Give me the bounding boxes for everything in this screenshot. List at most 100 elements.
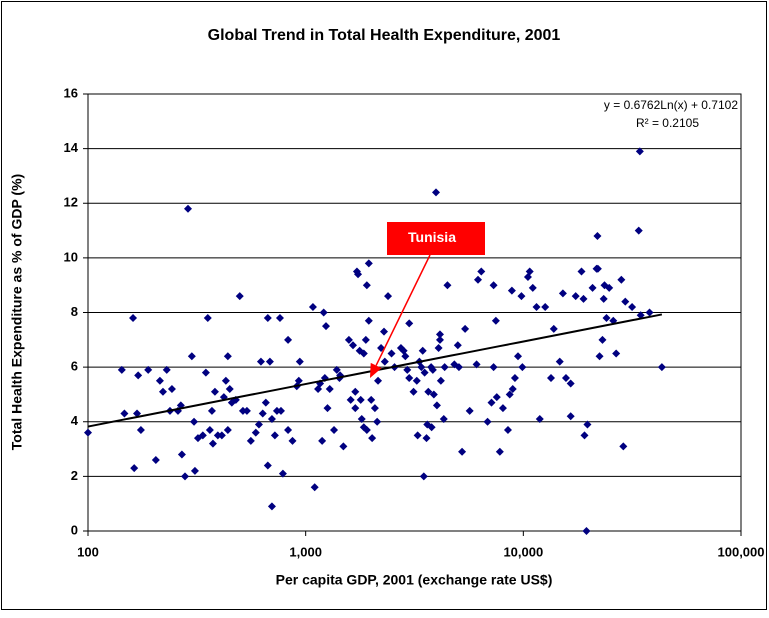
data-point xyxy=(208,439,217,448)
data-point xyxy=(155,376,164,385)
data-point xyxy=(256,357,265,366)
data-point xyxy=(595,352,604,361)
data-point xyxy=(483,417,492,426)
data-point xyxy=(420,368,429,377)
x-tick-label: 100 xyxy=(77,544,99,559)
data-point xyxy=(549,324,558,333)
data-point xyxy=(351,404,360,413)
data-point xyxy=(162,365,171,374)
data-point xyxy=(294,376,303,385)
data-point xyxy=(634,226,643,235)
data-point xyxy=(491,316,500,325)
data-point xyxy=(120,409,129,418)
data-point xyxy=(465,406,474,415)
data-point xyxy=(498,404,507,413)
data-point xyxy=(144,365,153,374)
y-tick-label: 8 xyxy=(71,304,78,319)
data-point xyxy=(308,303,317,312)
data-point xyxy=(270,431,279,440)
data-point xyxy=(356,395,365,404)
data-point xyxy=(380,357,389,366)
data-point xyxy=(454,363,463,372)
data-point xyxy=(251,428,260,437)
data-point xyxy=(254,420,263,429)
data-point xyxy=(593,264,602,273)
data-point xyxy=(489,281,498,290)
x-tick-label: 1,000 xyxy=(289,544,322,559)
data-point xyxy=(205,425,214,434)
data-point xyxy=(187,352,196,361)
data-point xyxy=(424,387,433,396)
y-axis-title: Total Health Expenditure as % of GDP (%) xyxy=(9,174,25,450)
data-point xyxy=(566,379,575,388)
data-point xyxy=(422,434,431,443)
data-point xyxy=(440,363,449,372)
annotation-label: Tunisia xyxy=(408,229,456,245)
data-point xyxy=(588,283,597,292)
data-point xyxy=(605,283,614,292)
data-point xyxy=(370,404,379,413)
data-point xyxy=(275,313,284,322)
data-point xyxy=(117,365,126,374)
data-point xyxy=(225,384,234,393)
data-point xyxy=(158,387,167,396)
data-point xyxy=(577,267,586,276)
data-point xyxy=(310,483,319,492)
data-point xyxy=(435,330,444,339)
data-point xyxy=(439,415,448,424)
x-axis-title: Per capita GDP, 2001 (exchange rate US$) xyxy=(276,572,553,588)
data-point xyxy=(332,365,341,374)
data-point xyxy=(180,472,189,481)
data-point xyxy=(599,294,608,303)
data-point xyxy=(598,335,607,344)
data-point xyxy=(535,415,544,424)
data-point xyxy=(580,431,589,440)
data-point xyxy=(318,436,327,445)
data-point xyxy=(267,415,276,424)
trendline-r2: R² = 0.2105 xyxy=(636,116,699,130)
data-point xyxy=(133,409,142,418)
data-point xyxy=(278,469,287,478)
data-point xyxy=(258,409,267,418)
data-point xyxy=(364,259,373,268)
data-point xyxy=(387,349,396,358)
data-point xyxy=(571,292,580,301)
data-point xyxy=(546,374,555,383)
data-point xyxy=(541,303,550,312)
y-tick-label: 16 xyxy=(64,85,78,100)
chart-title: Global Trend in Total Health Expenditure… xyxy=(208,27,561,44)
data-point xyxy=(319,308,328,317)
data-point xyxy=(558,289,567,298)
data-point xyxy=(419,472,428,481)
data-point xyxy=(602,313,611,322)
trendline-equation: y = 0.6762Ln(x) + 0.7102 xyxy=(604,98,738,112)
data-point xyxy=(555,357,564,366)
data-point xyxy=(477,267,486,276)
data-point xyxy=(635,147,644,156)
data-point xyxy=(276,406,285,415)
data-point xyxy=(489,363,498,372)
data-point xyxy=(223,425,232,434)
data-point xyxy=(409,387,418,396)
y-tick-label: 12 xyxy=(64,195,78,210)
data-point xyxy=(129,313,138,322)
data-point xyxy=(265,357,274,366)
data-point xyxy=(518,363,527,372)
data-point xyxy=(432,188,441,197)
data-point xyxy=(267,502,276,511)
y-tick-label: 10 xyxy=(64,249,78,264)
data-point xyxy=(344,335,353,344)
data-point xyxy=(323,404,332,413)
data-point xyxy=(339,442,348,451)
data-point xyxy=(401,352,410,361)
data-point xyxy=(619,442,628,451)
data-point xyxy=(503,425,512,434)
data-point xyxy=(413,431,422,440)
data-point xyxy=(246,436,255,445)
annotation-arrowhead xyxy=(370,362,382,379)
data-point xyxy=(136,425,145,434)
data-point xyxy=(593,232,602,241)
data-point xyxy=(362,425,371,434)
data-point xyxy=(351,387,360,396)
y-tick-label: 6 xyxy=(71,359,78,374)
